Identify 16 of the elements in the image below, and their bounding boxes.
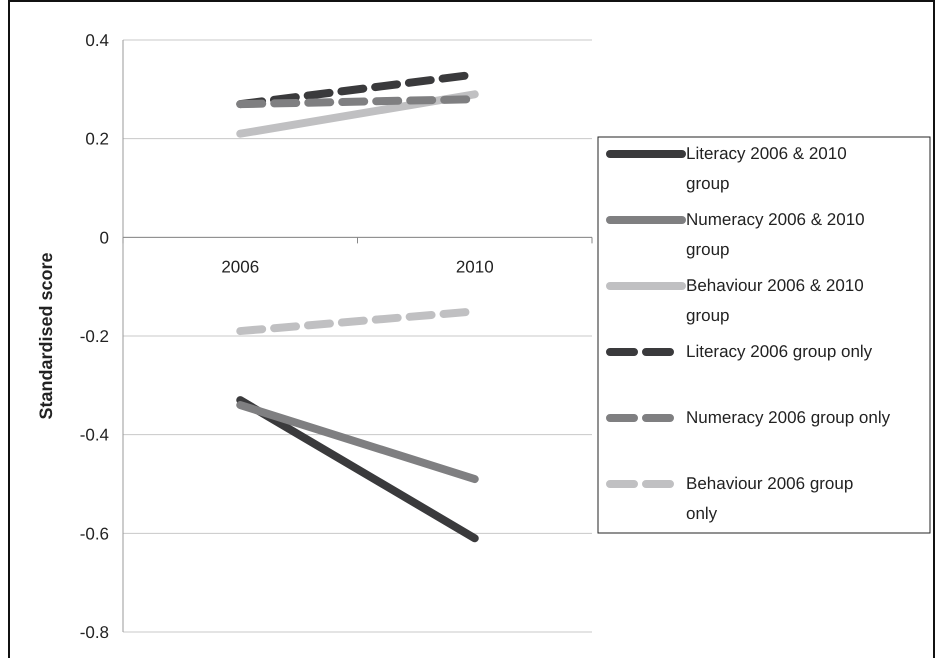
- y-tick-label: 0.4: [85, 30, 109, 50]
- y-tick-label: -0.6: [80, 524, 109, 544]
- legend-label: Behaviour 2006 & 2010 group: [686, 276, 864, 325]
- legend-label: Literacy 2006 group only: [686, 342, 873, 361]
- y-axis-title: Standardised score: [36, 252, 56, 420]
- y-tick-label: 0.2: [85, 130, 109, 149]
- y-tick-label: 0: [100, 228, 109, 248]
- legend-label: Numeracy 2006 group only: [686, 408, 891, 427]
- legend-label: Literacy 2006 & 2010 group: [686, 144, 847, 193]
- y-tick-label: -0.8: [80, 622, 109, 642]
- x-tick-label: 2010: [456, 257, 494, 276]
- legend-label: Numeracy 2006 & 2010 group: [686, 210, 865, 259]
- y-tick-label: -0.2: [80, 326, 109, 346]
- x-tick-label: 2006: [221, 257, 260, 276]
- y-tick-label: -0.4: [80, 426, 109, 445]
- legend-label: Behaviour 2006 group only: [686, 474, 854, 523]
